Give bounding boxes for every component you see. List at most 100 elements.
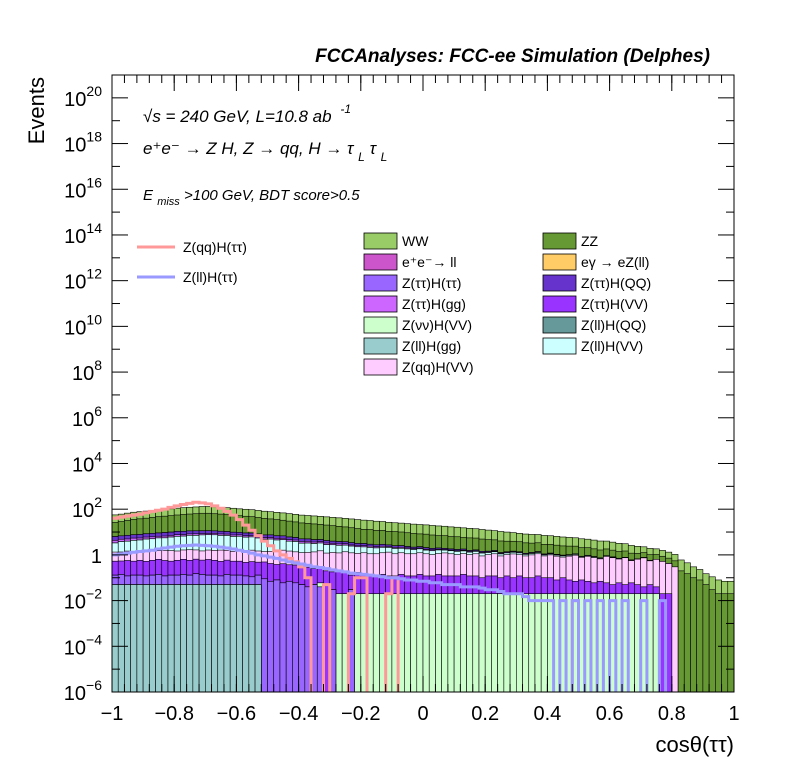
x-axis-title: cosθ(ττ) [655,732,734,757]
x-tick-label: −0.8 [154,703,193,725]
bar-z-h-vv-48 [410,593,418,692]
y-tick-label: 1014 [64,220,102,248]
bar-z-h-vv-58 [472,593,480,692]
y-tick-exp: −2 [86,586,102,602]
y-tick-base: 10 [72,500,94,522]
line-z-ll-h [112,543,668,692]
bar-z-qq-h-vv-90 [671,566,679,692]
legend-swatch-z-qq-h-vv [363,358,398,376]
y-tick-base: 1 [91,546,102,568]
bar-z-ll-h-gg-16 [211,584,219,692]
bar-z-h-vv-62 [497,593,505,692]
legend-swatch-z-h-qq [542,274,577,292]
bar-z-ll-h-gg-23 [254,584,262,692]
y-tick-label: 1016 [64,174,102,202]
bar-z-ll-h-gg-6 [149,584,156,692]
legend-label-z-h-vv: Z(νν)H(VV) [402,317,472,333]
annotation-energy-sup: -1 [340,102,351,116]
legend-swatch-z-ll-h-gg [363,337,398,355]
legend-swatch-e-e-ll [363,253,398,271]
bar-z-h-30 [298,584,306,692]
y-tick-label: 10−4 [64,631,102,659]
y-tick-label: 1012 [64,266,102,294]
y-tick-label: 1010 [64,311,102,339]
bar-z-h-vv-39 [354,593,362,692]
annotation-process-text: e⁺e⁻ → Z H, Z → qq, H → τ [143,139,355,158]
legend-swatch-zz [542,232,577,250]
annotation-cuts-sub: miss [157,196,180,208]
bar-z-ll-h-gg-12 [186,584,194,692]
bar-z-ll-h-gg-13 [192,584,200,692]
bar-z-ll-h-gg-15 [205,584,212,692]
y-tick-label: 1020 [64,83,102,111]
bar-z-h-vv-68 [534,593,542,692]
x-tick-label: 0 [417,703,428,725]
y-tick-label: 1 [91,546,102,568]
bar-z-ll-h-gg-10 [173,584,181,692]
y-tick-exp: 10 [86,311,102,327]
bar-z-h-vv-47 [404,593,411,692]
bar-z-ll-h-gg-3 [130,584,138,692]
y-tick-label: 104 [72,448,102,476]
y-tick-exp: 16 [86,174,102,190]
bar-z-h-vv-36 [335,593,343,692]
legend-label-z-h-qq: Z(ττ)H(QQ) [581,275,651,291]
y-tick-exp: −4 [86,631,102,647]
bar-z-h-vv-53 [441,593,449,692]
y-axis-title: Events [24,77,49,144]
legend-label-e-ez-ll: eγ → eZ(ll) [581,254,649,270]
bar-z-h-vv-57 [466,593,474,692]
legend-swatch-z-h-vv [542,295,577,313]
bar-z-h-27 [279,582,287,692]
bar-z-h-vv-50 [422,593,430,692]
bar-z-h-28 [285,580,293,692]
x-tick-label: −0.4 [279,703,318,725]
bar-zz-94 [696,579,704,692]
y-tick-exp: 8 [94,357,102,373]
annotation-cuts: E miss >100 GeV, BDT score>0.5 [143,187,360,209]
y-tick-base: 10 [72,409,94,431]
bar-z-h-vv-61 [491,593,498,692]
annotation-process-sub1: L [358,150,365,164]
legend-label-z-h-gg: Z(ττ)H(gg) [402,296,466,312]
bar-z-ll-h-gg-21 [242,584,250,692]
bar-z-h-26 [273,579,281,692]
x-tick-label: 0.6 [596,703,624,725]
y-tick-exp: 20 [86,83,102,99]
bar-z-ll-h-gg-11 [180,584,187,692]
bar-zz-93 [690,577,697,692]
bar-zz-95 [702,584,710,692]
bar-z-h-25 [267,580,275,692]
y-tick-base: 10 [72,454,94,476]
bar-z-h-vv-56 [460,593,467,692]
bar-z-h-vv-59 [478,593,486,692]
legend-label-zz: ZZ [581,233,599,249]
bar-z-h-vv-69 [540,593,548,692]
legend-label-z-ll-h: Z(ll)H(ττ) [183,269,238,285]
y-tick-exp: −6 [86,677,102,693]
legend-label-e-e-ll: e⁺e⁻→ ll [402,254,456,270]
y-tick-base: 10 [64,637,86,659]
y-tick-exp: 6 [94,403,102,419]
annotation-energy-text: √s = 240 GeV, L=10.8 ab [143,107,332,126]
y-tick-base: 10 [64,272,86,294]
y-tick-base: 10 [64,683,86,705]
legend-label-ww: WW [402,233,429,249]
y-tick-base: 10 [64,226,86,248]
y-tick-base: 10 [72,363,94,385]
legend-label-z-h-vv: Z(ττ)H(VV) [581,296,648,312]
legend-swatch-z-h-vv [363,316,398,334]
legend-swatch-ww [363,232,398,250]
bar-z-ll-h-gg-19 [229,584,237,692]
bar-z-ll-h-gg-18 [223,584,231,692]
legend-label-z-qq-h-vv: Z(qq)H(VV) [402,359,474,375]
chart-title: FCCAnalyses: FCC-ee Simulation (Delphes) [315,46,710,67]
bar-zz-98 [721,593,729,692]
bar-z-ll-h-gg-5 [142,584,150,692]
y-tick-label: 102 [72,494,102,522]
line-z-qq-h [112,500,580,692]
bar-z-h-vv-52 [435,593,442,692]
line-histograms [112,500,668,692]
